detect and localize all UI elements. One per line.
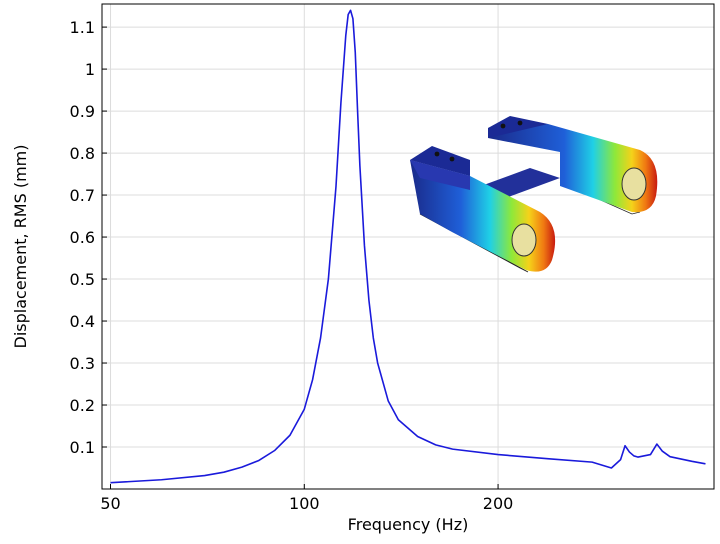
y-tick-label: 1.1	[70, 18, 95, 37]
plot-frame	[101, 3, 715, 490]
series-layer	[110, 9, 706, 484]
y-tick-label: 0.2	[70, 396, 95, 415]
x-tick-label: 100	[289, 494, 320, 513]
y-tick-label: 0.3	[70, 354, 95, 373]
series-line-0	[110, 9, 706, 484]
y-tick-label: 0.4	[70, 312, 95, 331]
y-tick-label: 0.6	[70, 228, 95, 247]
x-tick-labels: 50 100 200	[100, 484, 513, 513]
grid-lines	[102, 4, 714, 489]
bracket-inset-image	[410, 116, 658, 273]
y-tick-labels: 0.1 0.2 0.3 0.4 0.5 0.6 0.7 0.8 0.9 1 1.1	[70, 18, 107, 457]
y-tick-label: 0.8	[70, 144, 95, 163]
y-axis-title: Displacement, RMS (mm)	[11, 145, 30, 349]
y-tick-label: 0.1	[70, 438, 95, 457]
y-tick-label: 0.9	[70, 102, 95, 121]
y-tick-label: 0.5	[70, 270, 95, 289]
x-axis-title: Frequency (Hz)	[348, 515, 469, 534]
x-tick-label: 200	[483, 494, 514, 513]
y-tick-label: 0.7	[70, 186, 95, 205]
y-tick-label: 1	[85, 60, 95, 79]
x-tick-label: 50	[100, 494, 120, 513]
